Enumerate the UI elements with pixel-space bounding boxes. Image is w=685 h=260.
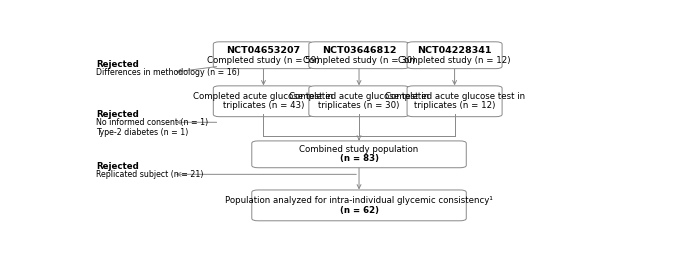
FancyBboxPatch shape: [309, 86, 409, 117]
Text: (n = 62): (n = 62): [340, 206, 379, 215]
Text: NCT04228341: NCT04228341: [417, 46, 492, 55]
Text: Rejected: Rejected: [96, 110, 139, 119]
Text: NCT03646812: NCT03646812: [322, 46, 397, 55]
FancyBboxPatch shape: [252, 190, 466, 221]
Text: Rejected: Rejected: [96, 60, 139, 69]
Text: Rejected: Rejected: [96, 162, 139, 171]
Text: Completed study (⁠​n​ = 59): Completed study (⁠​n​ = 59): [208, 56, 320, 65]
FancyBboxPatch shape: [252, 141, 466, 168]
Text: Replicated subject (n = 21): Replicated subject (n = 21): [96, 170, 203, 179]
FancyBboxPatch shape: [213, 42, 314, 69]
Text: Population analyzed for intra-individual glycemic consistency¹: Population analyzed for intra-individual…: [225, 196, 493, 205]
Text: Completed study (⁠​n​ = 30): Completed study (⁠​n​ = 30): [303, 56, 415, 65]
FancyBboxPatch shape: [407, 42, 502, 69]
Text: Completed acute glucose test in: Completed acute glucose test in: [384, 92, 525, 101]
Text: Completed acute glucose test in: Completed acute glucose test in: [289, 92, 429, 101]
FancyBboxPatch shape: [309, 42, 409, 69]
FancyBboxPatch shape: [407, 86, 502, 117]
Text: triplicates (n = 30): triplicates (n = 30): [319, 101, 400, 110]
Text: triplicates (n = 43): triplicates (n = 43): [223, 101, 304, 110]
Text: (n = 83): (n = 83): [340, 154, 379, 163]
Text: Combined study population: Combined study population: [299, 145, 419, 154]
Text: triplicates (n = 12): triplicates (n = 12): [414, 101, 495, 110]
Text: Completed study (⁠​n​ = 12): Completed study (⁠​n​ = 12): [399, 56, 511, 65]
Text: Type-2 diabetes (n = 1): Type-2 diabetes (n = 1): [96, 128, 188, 137]
FancyBboxPatch shape: [213, 86, 314, 117]
Text: No informed consent (n = 1): No informed consent (n = 1): [96, 118, 208, 127]
Text: Completed acute glucose test in: Completed acute glucose test in: [193, 92, 334, 101]
Text: NCT04653207: NCT04653207: [227, 46, 301, 55]
Text: Differences in methodology (n = 16): Differences in methodology (n = 16): [96, 68, 240, 77]
